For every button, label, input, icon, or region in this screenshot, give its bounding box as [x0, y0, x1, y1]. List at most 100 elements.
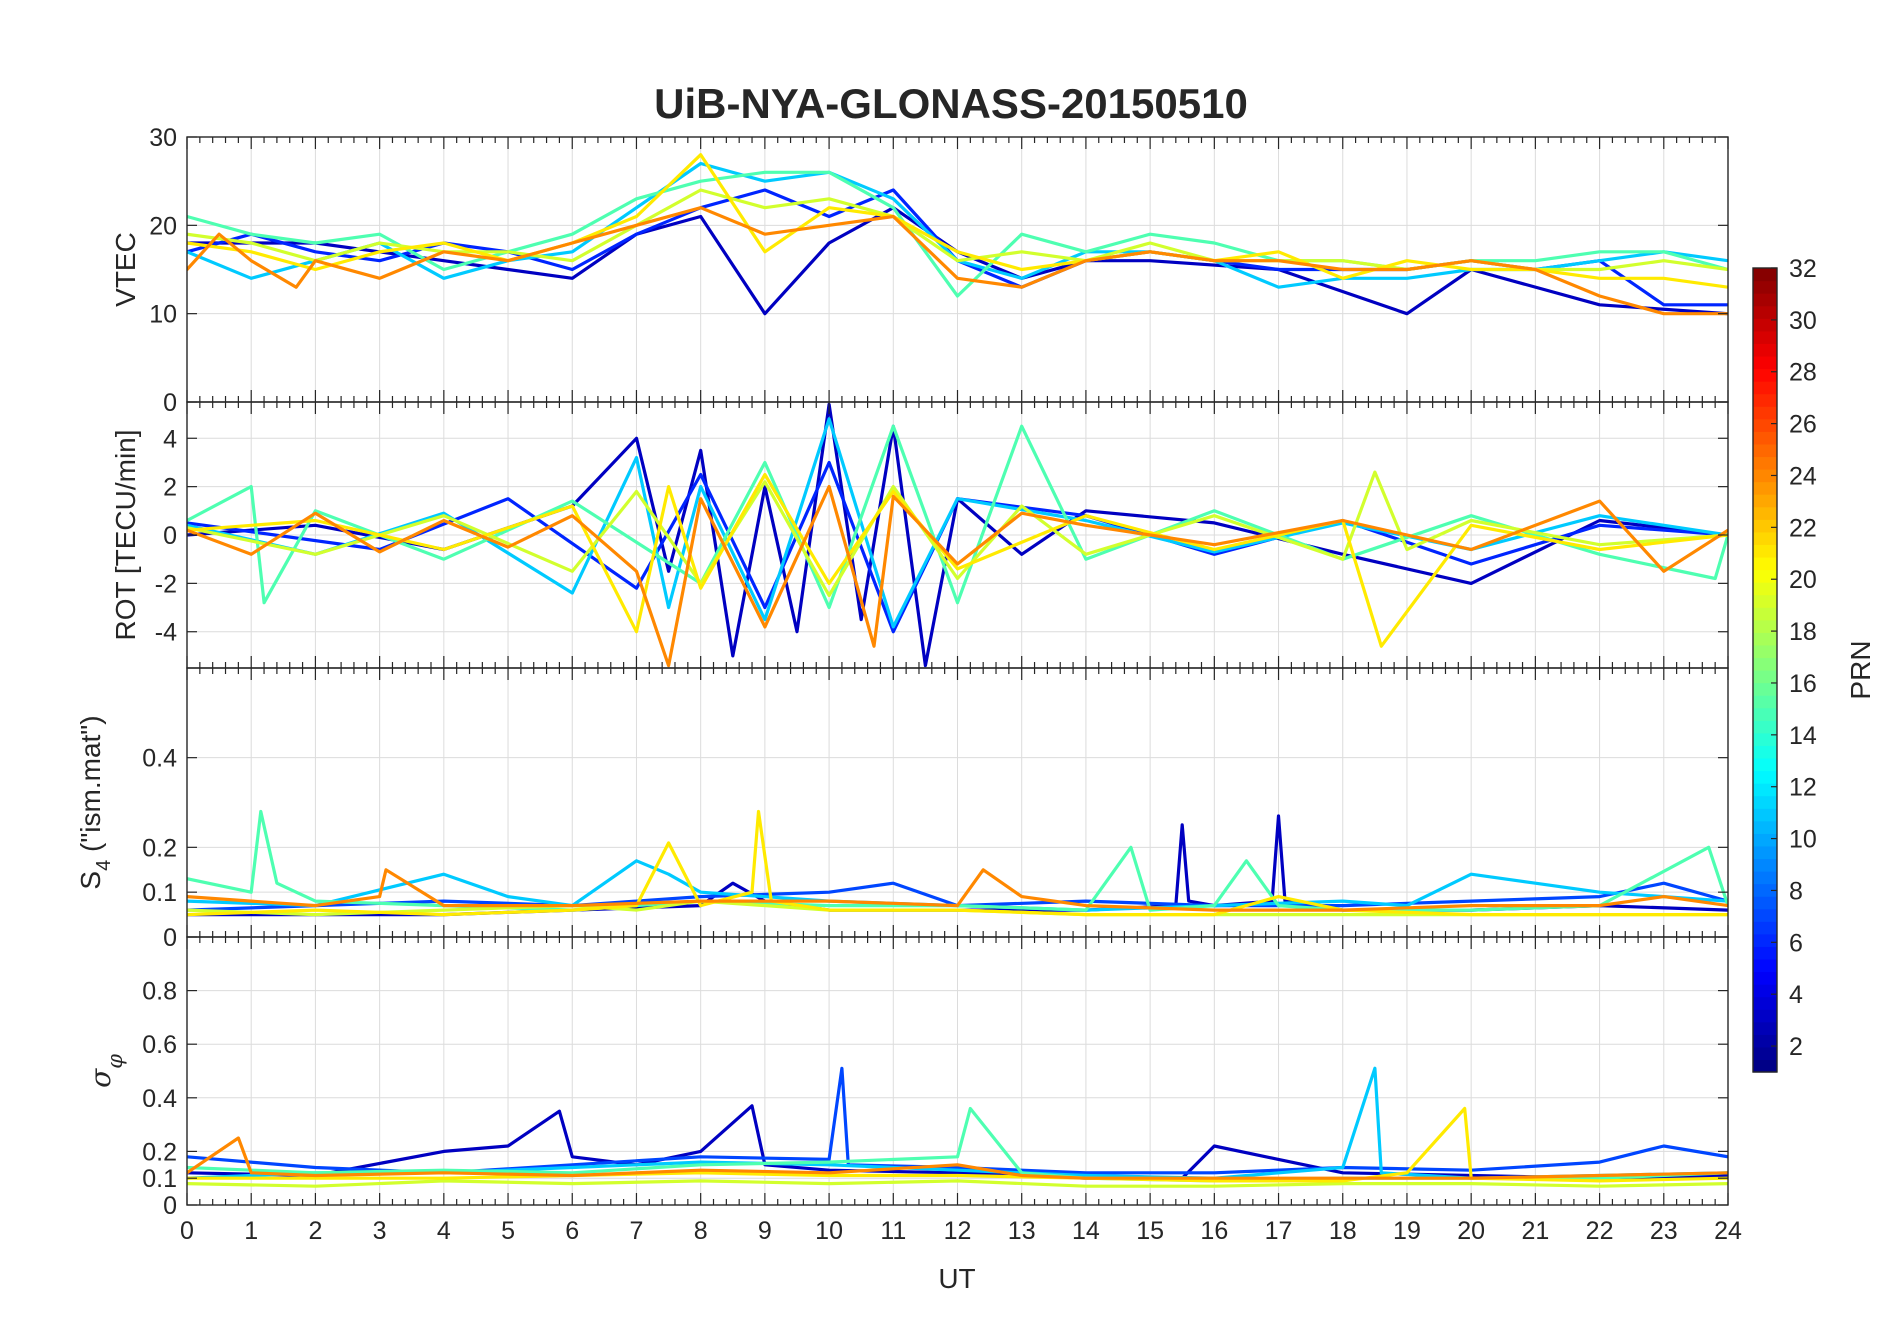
- series-line-prn-21: [187, 472, 1728, 648]
- y-axis-label: S4 ("ism.mat"): [75, 715, 115, 889]
- y-tick-label: 0.1: [142, 1165, 177, 1193]
- colorbar-segment: [1753, 908, 1777, 922]
- colorbar-segment: [1753, 745, 1777, 759]
- colorbar-segment: [1753, 406, 1777, 420]
- colorbar-segment: [1753, 318, 1777, 332]
- colorbar-segment: [1753, 883, 1777, 897]
- colorbar-tick-label: 2: [1789, 1033, 1803, 1061]
- x-tick-label: 3: [373, 1217, 387, 1245]
- y-axis-label: VTEC: [110, 232, 141, 307]
- colorbar-segment: [1753, 1009, 1777, 1023]
- x-tick-label: 23: [1650, 1217, 1678, 1245]
- colorbar-tick-label: 28: [1789, 359, 1817, 387]
- colorbar-segment: [1753, 494, 1777, 508]
- series-line-prn-15: [187, 809, 1728, 912]
- series-group: [187, 1066, 1728, 1188]
- x-tick-label: 10: [815, 1217, 843, 1245]
- y-tick-label: -2: [155, 570, 177, 598]
- y-axis-label: σφ: [84, 1054, 127, 1088]
- colorbar-segment: [1753, 443, 1777, 458]
- colorbar-segment: [1753, 644, 1777, 659]
- series-group: [187, 402, 1728, 668]
- colorbar-tick-label: 10: [1789, 826, 1817, 854]
- x-tick-label: 11: [880, 1217, 906, 1245]
- panel-vtec: 0 10 20 30 VTEC: [110, 124, 1729, 417]
- colorbar-segment: [1753, 556, 1777, 571]
- colorbar-segment: [1753, 544, 1777, 558]
- colorbar-tick-label: 14: [1789, 722, 1817, 750]
- colorbar-segment: [1753, 946, 1777, 960]
- colorbar-segment: [1753, 695, 1777, 709]
- colorbar-tick-label: 24: [1789, 462, 1817, 490]
- x-tick-label: 1: [244, 1217, 258, 1245]
- colorbar-segment: [1753, 569, 1777, 583]
- colorbar-segment: [1753, 1046, 1777, 1061]
- x-tick-label: 4: [437, 1217, 451, 1245]
- colorbar-segment: [1753, 770, 1777, 784]
- y-tick-label: 0: [163, 522, 177, 550]
- colorbar-segment: [1753, 707, 1777, 721]
- y-tick-label: 2: [163, 474, 177, 502]
- colorbar-tick-label: 20: [1789, 566, 1817, 594]
- x-tick-label: 16: [1200, 1217, 1228, 1245]
- y-tick-label: -4: [155, 619, 177, 647]
- x-tick-label: 15: [1136, 1217, 1164, 1245]
- chart-title: UiB-NYA-GLONASS-20150510: [654, 80, 1248, 127]
- colorbar-tick-label: 22: [1789, 514, 1817, 542]
- colorbar-segment: [1753, 594, 1777, 608]
- colorbar-segment: [1753, 582, 1777, 596]
- colorbar-tick-label: 32: [1789, 255, 1817, 283]
- x-tick-label: 0: [180, 1217, 194, 1245]
- series-line-prn-19: [187, 1179, 1728, 1188]
- x-tick-label: 21: [1521, 1217, 1549, 1245]
- colorbar-tick-label: 18: [1789, 618, 1817, 646]
- colorbar-segment: [1753, 607, 1777, 621]
- colorbar-segment: [1753, 506, 1777, 520]
- colorbar-tick-label: 8: [1789, 877, 1803, 905]
- colorbar-segment: [1753, 757, 1777, 772]
- colorbar-segment: [1753, 280, 1777, 294]
- colorbar-segment: [1753, 808, 1777, 822]
- colorbar-tick-label: 4: [1789, 981, 1803, 1009]
- y-tick-label: 10: [149, 301, 177, 329]
- colorbar-segment: [1753, 268, 1777, 282]
- y-tick-label: 0.4: [142, 1085, 177, 1113]
- colorbar-tick-label: 30: [1789, 307, 1817, 335]
- y-axis-label: ROT [TECU/min]: [110, 429, 141, 640]
- series-line-prn-3: [187, 1104, 1728, 1180]
- y-tick-label: 0.4: [142, 745, 177, 773]
- series-line-prn-24: [187, 868, 1728, 912]
- y-tick-label: 0: [163, 1192, 177, 1220]
- colorbar-segment: [1753, 682, 1777, 696]
- colorbar-segment: [1753, 343, 1777, 357]
- series-line-prn-24: [187, 1136, 1728, 1180]
- colorbar-label: PRN: [1845, 640, 1876, 699]
- series-line-prn-24: [187, 485, 1728, 668]
- colorbar-segment: [1753, 431, 1777, 445]
- colorbar-segment: [1753, 1034, 1777, 1048]
- x-tick-label: 7: [630, 1217, 644, 1245]
- colorbar-segment: [1753, 858, 1777, 872]
- colorbar-segment: [1753, 871, 1777, 885]
- colorbar-segment: [1753, 330, 1777, 344]
- y-tick-label: 20: [149, 212, 177, 240]
- colorbar-segment: [1753, 958, 1777, 973]
- colorbar-segment: [1753, 393, 1777, 407]
- colorbar-frame: [1752, 267, 1778, 1073]
- panel-rot: -4 -2 0 2 4 ROT [TECU/min]: [110, 401, 1729, 669]
- series-line-prn-24: [187, 206, 1728, 316]
- colorbar-segment: [1753, 632, 1777, 646]
- colorbar-segment: [1753, 531, 1777, 545]
- colorbar-segment: [1753, 971, 1777, 985]
- x-tick-label: 12: [944, 1217, 972, 1245]
- colorbar-segment: [1753, 418, 1777, 432]
- colorbar-segment: [1753, 984, 1777, 998]
- colorbar-segment: [1753, 456, 1777, 470]
- panel-s4: 0 0.1 0.2 0.4 S4 ("ism.mat"): [75, 667, 1729, 952]
- colorbar-segment: [1753, 1021, 1777, 1035]
- x-tick-label: 5: [501, 1217, 515, 1245]
